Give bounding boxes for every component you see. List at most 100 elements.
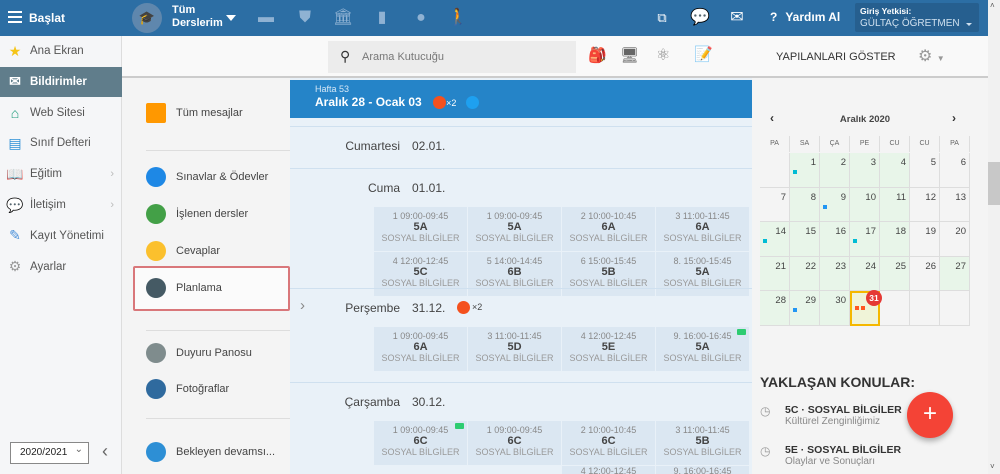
exam-badge-icon[interactable]: [457, 301, 470, 314]
graduation-cap-icon[interactable]: 🎓: [132, 3, 162, 33]
calendar-day[interactable]: 24: [850, 256, 880, 291]
search-input[interactable]: ⚲ Arama Kutucuğu: [328, 41, 576, 73]
user-role-select[interactable]: Giriş Yetkisi: GÜLTAÇ ÖĞRETMEN: [855, 3, 979, 32]
chevron-down-icon[interactable]: [226, 15, 236, 21]
lesson-cell[interactable]: 6 15:00-15:45 5B SOSYAL BİLGİLER: [562, 252, 655, 296]
scrollbar[interactable]: ˄ ˅: [988, 0, 1000, 474]
sidebar-item[interactable]: ✉ Bildirimler: [0, 66, 122, 97]
calendar-day[interactable]: 15: [790, 222, 820, 257]
lesson-cell[interactable]: 9. 16:00-16:45: [656, 466, 749, 474]
calendar-day[interactable]: 25: [880, 256, 910, 291]
calendar-day[interactable]: 28: [760, 291, 790, 326]
calendar-day[interactable]: 29: [790, 291, 820, 326]
calendar-day[interactable]: 16: [820, 222, 850, 257]
submenu-item[interactable]: Cevaplar: [146, 241, 220, 261]
chat-icon[interactable]: 💬: [690, 9, 710, 26]
lesson-cell[interactable]: 1 09:00-09:45 6A SOSYAL BİLGİLER: [374, 327, 467, 371]
calendar-day[interactable]: 14: [760, 222, 790, 257]
lesson-cell[interactable]: 2 10:00-10:45 6C SOSYAL BİLGİLER: [562, 421, 655, 465]
add-fab-button[interactable]: +: [907, 392, 953, 438]
chevron-right-icon[interactable]: ›: [300, 297, 305, 314]
submenu-item[interactable]: Fotoğraflar: [146, 379, 229, 399]
upcoming-item[interactable]: ◷ 5C · SOSYAL BİLGİLER Kültürel Zenginliği…: [760, 404, 910, 428]
calendar-day[interactable]: 6: [940, 153, 970, 188]
lesson-cell[interactable]: 8. 15:00-15:45 5A SOSYAL BİLGİLER: [656, 252, 749, 296]
show-done-button[interactable]: YAPILANLARI GÖSTER: [776, 51, 896, 63]
bar-chart-icon[interactable]: ▮: [377, 9, 387, 26]
calendar-day[interactable]: 8: [790, 187, 820, 222]
cast-icon[interactable]: ⧉: [657, 10, 667, 25]
briefcase-icon[interactable]: ▬: [258, 9, 274, 26]
exam-badge-icon[interactable]: [433, 96, 447, 110]
calendar-day[interactable]: 23: [820, 256, 850, 291]
lesson-cell[interactable]: 5 14:00-14:45 6B SOSYAL BİLGİLER: [468, 252, 561, 296]
calendar-day[interactable]: 19: [910, 222, 940, 257]
backpack-icon[interactable]: 🎒: [588, 47, 607, 64]
calendar-day[interactable]: 13: [940, 187, 970, 222]
bank-icon[interactable]: 🏛: [333, 9, 354, 26]
submenu-item[interactable]: Planlama: [146, 278, 222, 298]
sidebar-item[interactable]: ▤ Sınıf Defteri: [0, 128, 122, 158]
chart-circle-icon[interactable]: ●: [416, 9, 426, 26]
monitor-check-icon[interactable]: 🖥: [620, 47, 640, 64]
calendar-day[interactable]: 5: [910, 153, 940, 188]
submenu-item[interactable]: İşlenen dersler: [146, 204, 248, 224]
calendar-day[interactable]: 27: [940, 256, 970, 291]
submenu-item[interactable]: Duyuru Panosu: [146, 343, 252, 363]
calendar-day[interactable]: 26: [910, 256, 940, 291]
calendar-day[interactable]: 18: [880, 222, 910, 257]
scroll-up-icon[interactable]: ˄: [990, 1, 995, 10]
lesson-cell[interactable]: 3 11:00-11:45 6A SOSYAL BİLGİLER: [656, 207, 749, 251]
calendar-day[interactable]: 21: [760, 256, 790, 291]
prev-month-button[interactable]: ‹: [770, 111, 774, 125]
calendar-day[interactable]: 9: [820, 187, 850, 222]
lesson-cell[interactable]: 4 12:00-12:45 5E SOSYAL BİLGİLER: [562, 327, 655, 371]
calendar-day[interactable]: 31: [850, 290, 882, 326]
calendar-day[interactable]: 30: [820, 291, 850, 326]
settings-gear-icon[interactable]: ⚙ ▼: [918, 48, 945, 65]
lesson-cell[interactable]: 9. 16:00-16:45 5A SOSYAL BİLGİLER: [656, 327, 749, 371]
calendar-day[interactable]: 20: [940, 222, 970, 257]
lesson-cell[interactable]: 4 12:00-12:45 5C SOSYAL BİLGİLER: [374, 252, 467, 296]
lesson-cell[interactable]: 1 09:00-09:45 5A SOSYAL BİLGİLER: [374, 207, 467, 251]
edit-document-icon[interactable]: 📝: [694, 46, 713, 63]
submenu-item[interactable]: Tüm mesajlar: [146, 103, 243, 123]
walking-icon[interactable]: 🚶: [448, 9, 468, 26]
calendar-day[interactable]: 10: [850, 187, 880, 222]
calendar-day[interactable]: 2: [820, 153, 850, 188]
calendar-day[interactable]: 12: [910, 187, 940, 222]
calendar-day[interactable]: 1: [790, 153, 820, 188]
calendar-day[interactable]: 22: [790, 256, 820, 291]
scroll-down-icon[interactable]: ˅: [990, 462, 995, 471]
submenu-item[interactable]: Sınavlar & Ödevler: [146, 167, 268, 187]
menu-icon[interactable]: [8, 11, 22, 23]
sidebar-item[interactable]: ✎ Kayıt Yönetimi: [0, 221, 122, 251]
mail-icon[interactable]: ✉: [730, 9, 744, 26]
lesson-cell[interactable]: 2 10:00-10:45 6A SOSYAL BİLGİLER: [562, 207, 655, 251]
sidebar-item[interactable]: 📖 Eğitim ›: [0, 159, 122, 189]
start-label[interactable]: Başlat: [29, 11, 66, 25]
lesson-cell[interactable]: 4 12:00-12:45: [562, 466, 655, 474]
calendar-day[interactable]: 17: [850, 222, 880, 257]
scrollbar-thumb[interactable]: [988, 162, 1000, 205]
online-lesson-icon[interactable]: [465, 96, 479, 110]
calendar-day[interactable]: 11: [880, 187, 910, 222]
calendar-day[interactable]: 3: [850, 153, 880, 188]
lesson-cell[interactable]: 1 09:00-09:45 5A SOSYAL BİLGİLER: [468, 207, 561, 251]
next-month-button[interactable]: ›: [952, 111, 956, 125]
courses-dropdown[interactable]: Tüm Derslerim: [172, 4, 223, 30]
help-button[interactable]: ? Yardım Al: [770, 10, 840, 24]
lesson-cell[interactable]: 3 11:00-11:45 5B SOSYAL BİLGİLER: [656, 421, 749, 465]
sidebar-item[interactable]: ⌂ Web Sitesi: [0, 98, 122, 128]
lesson-cell[interactable]: 1 09:00-09:45 6C SOSYAL BİLGİLER: [468, 421, 561, 465]
shield-icon[interactable]: ⛊: [298, 9, 311, 26]
collapse-sidebar-button[interactable]: ‹: [102, 441, 108, 461]
upcoming-item[interactable]: ◷ 5E · SOSYAL BİLGİLER Olaylar ve Sonuçlar…: [760, 444, 910, 468]
sidebar-item[interactable]: 💬 İletişim ›: [0, 190, 122, 220]
year-select[interactable]: 2020/2021 ⌄: [10, 442, 89, 464]
calendar-day[interactable]: 4: [880, 153, 910, 188]
lesson-cell[interactable]: 1 09:00-09:45 6C SOSYAL BİLGİLER: [374, 421, 467, 465]
atom-icon[interactable]: ⚛: [656, 47, 671, 64]
lesson-cell[interactable]: 3 11:00-11:45 5D SOSYAL BİLGİLER: [468, 327, 561, 371]
sidebar-item[interactable]: ★ Ana Ekran: [0, 36, 122, 66]
